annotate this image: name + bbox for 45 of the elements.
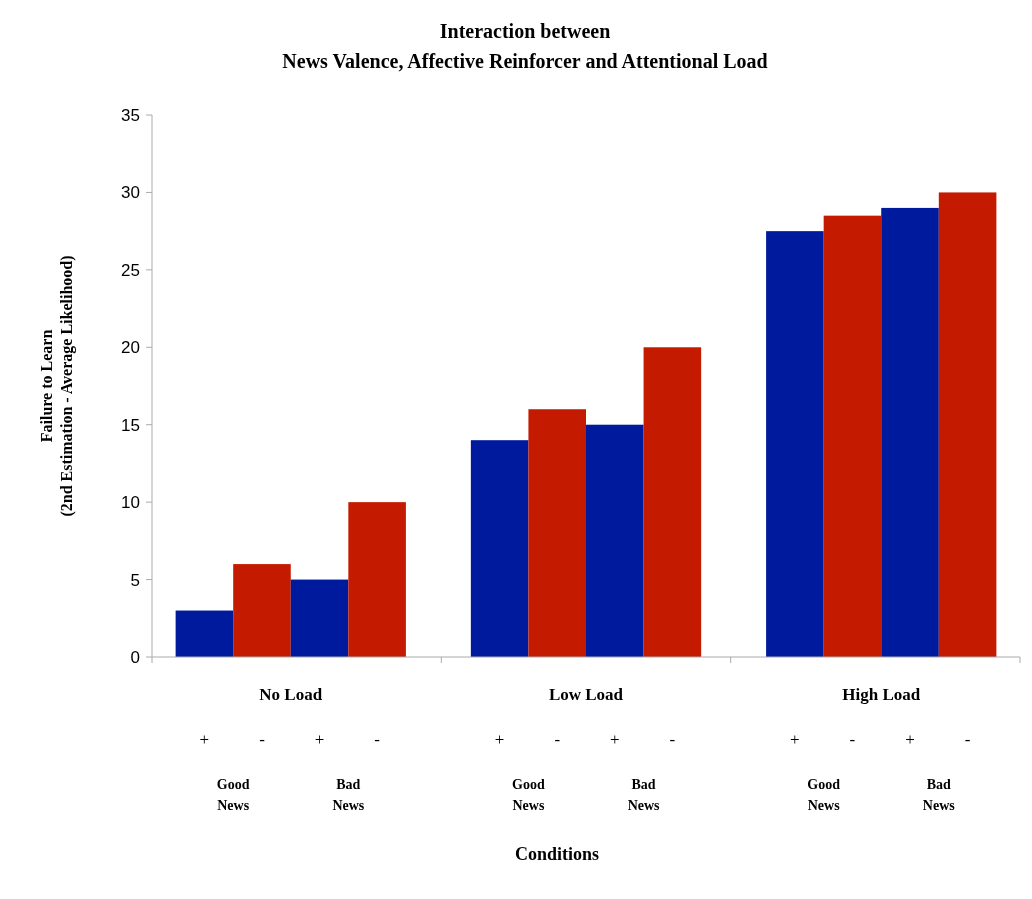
text: Bad News (332, 777, 365, 813)
bar (766, 231, 824, 657)
bar (290, 579, 349, 657)
text: + (494, 730, 505, 749)
y-tick-label: 20 (121, 338, 140, 358)
text: + (905, 730, 915, 749)
y-tick-label: 10 (121, 493, 140, 513)
bar (348, 502, 406, 657)
text: - (849, 730, 856, 749)
text: - (554, 730, 561, 749)
text: - (669, 730, 676, 749)
text: Bad News (922, 777, 956, 813)
bar (175, 610, 234, 657)
bar (528, 409, 586, 657)
chart-subtitle: News Valence, Affective Reinforcer and Attentional Load (282, 50, 768, 72)
y-tick-label: 5 (130, 570, 140, 590)
text: Good News (216, 777, 250, 813)
y-tick-label: 35 (121, 105, 140, 125)
text: - (259, 730, 266, 749)
text: + (314, 730, 325, 749)
bar (643, 347, 702, 657)
y-axis-title: Failure to Learn (2nd Estimation - Average Likelihood) (38, 255, 76, 517)
text: + (790, 730, 800, 749)
text: Conditions (514, 844, 600, 864)
bar (233, 564, 291, 657)
chart-title: Interaction between (439, 20, 611, 42)
bar (938, 192, 997, 657)
text: - (964, 730, 971, 749)
text: + (199, 730, 210, 749)
bar (881, 207, 939, 657)
y-tick-label: 15 (121, 415, 140, 435)
text: Bad News (627, 777, 661, 813)
bar (586, 424, 644, 657)
x-tick-label: No Load (259, 685, 323, 704)
y-tick-label: 25 (121, 260, 140, 280)
x-tick-label: High Load (842, 685, 921, 704)
text: - (374, 730, 381, 749)
text: Good News (807, 777, 841, 813)
bar (470, 440, 529, 657)
y-tick-label: 30 (121, 183, 140, 203)
y-tick-label: 0 (130, 647, 140, 667)
text: + (609, 730, 620, 749)
x-tick-label: Low Load (548, 685, 624, 704)
text: Good News (512, 777, 545, 813)
bar (823, 215, 882, 657)
